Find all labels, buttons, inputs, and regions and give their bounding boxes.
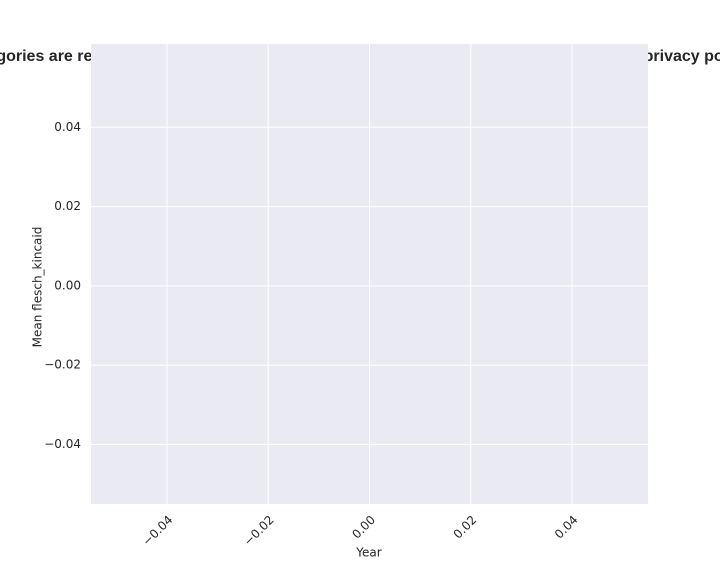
- x-tick-label: −0.04: [140, 513, 176, 549]
- x-tick-label: −0.02: [241, 513, 277, 549]
- y-axis-label: Mean flesch_kincaid: [31, 227, 45, 348]
- plot-area: −0.04 −0.02 0.00 0.02 0.04 −0.04 −0.02 0.00 0.02…: [44, 44, 648, 549]
- x-tick-label: 0.02: [451, 513, 480, 542]
- x-axis-label: Year: [355, 546, 381, 560]
- x-tick-label: 0.04: [552, 513, 581, 542]
- y-tick-label: −0.02: [44, 358, 81, 372]
- y-tick-label: 0.02: [54, 199, 81, 213]
- x-tick-label: 0.00: [349, 513, 378, 542]
- y-tick-label: −0.04: [44, 437, 81, 451]
- y-tick-label: 0.00: [54, 278, 81, 292]
- y-tick-label: 0.04: [54, 120, 81, 134]
